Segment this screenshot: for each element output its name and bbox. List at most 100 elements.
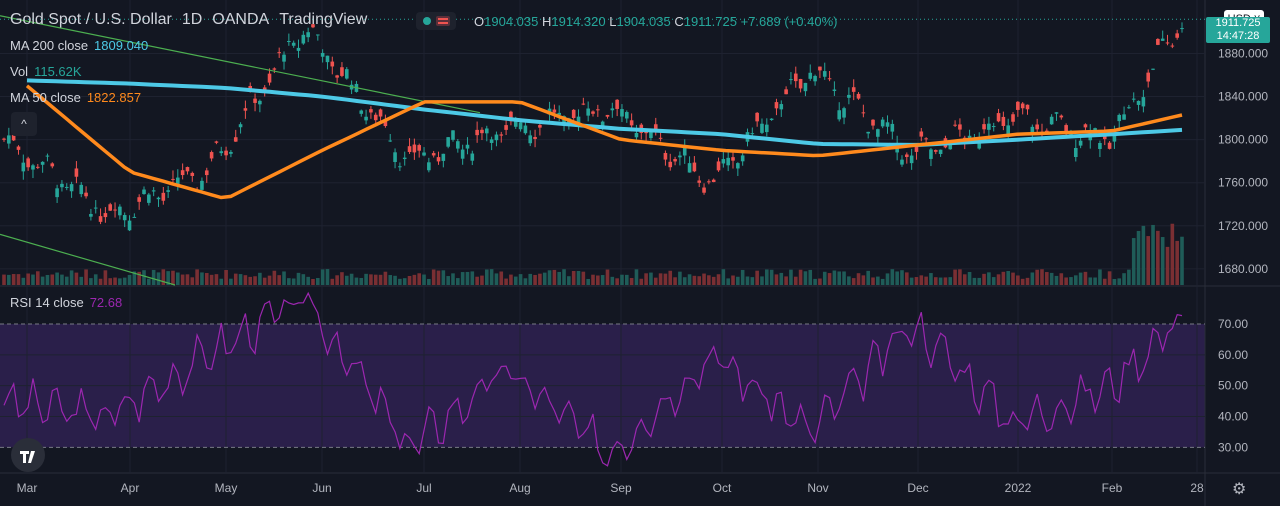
- volume-bar: [880, 278, 885, 285]
- time-tick-label: Nov: [807, 481, 828, 495]
- candle-body: [40, 161, 45, 165]
- candle-body: [711, 179, 716, 183]
- candle-body: [16, 146, 21, 150]
- volume-bar: [291, 278, 296, 285]
- volume-bar: [89, 278, 93, 285]
- symbol-name[interactable]: Gold Spot / U.S. Dollar: [10, 11, 172, 28]
- collapse-legend-button[interactable]: ^: [11, 112, 37, 136]
- tradingview-logo-icon[interactable]: [11, 438, 45, 472]
- rsi-tick-label: 50.00: [1218, 379, 1248, 393]
- candle-body: [209, 152, 214, 159]
- candle-body: [736, 163, 740, 169]
- candle-body: [977, 139, 982, 149]
- volume-bar: [987, 272, 991, 285]
- volume-bar: [417, 273, 421, 285]
- candle-body: [489, 139, 494, 143]
- candle-body: [591, 111, 595, 114]
- ma50-line: [25, 84, 1183, 200]
- volume-bar: [1170, 223, 1175, 285]
- volume-bar: [731, 275, 735, 285]
- volume-bar: [861, 275, 866, 285]
- candle-body: [1016, 101, 1020, 110]
- volume-bar: [687, 274, 692, 285]
- ma200-legend[interactable]: MA 200 close 1809.040: [10, 38, 149, 53]
- volume-bar: [1016, 275, 1020, 285]
- volume-bar: [813, 278, 817, 285]
- candle-body: [731, 157, 735, 161]
- candle-body: [93, 207, 98, 209]
- ma50-legend[interactable]: MA 50 close 1822.857: [10, 90, 142, 105]
- volume-bar: [431, 269, 436, 285]
- volume-bar: [142, 270, 146, 285]
- volume-bar: [624, 274, 629, 285]
- candle-body: [967, 135, 972, 140]
- candle-body: [243, 108, 248, 111]
- volume-bar: [1059, 273, 1064, 285]
- candle-body: [721, 159, 726, 164]
- volume-bar: [185, 274, 190, 285]
- volume-bar: [1127, 269, 1131, 285]
- volume-bar: [552, 269, 557, 285]
- time-tick-label: 2022: [1005, 481, 1032, 495]
- candle-body: [707, 181, 711, 183]
- rsi-legend[interactable]: RSI 14 close 72.68: [10, 295, 123, 310]
- candle-body: [948, 143, 953, 150]
- volume-bar: [373, 274, 378, 285]
- candle-body: [238, 124, 243, 128]
- volume-bar: [1035, 269, 1039, 285]
- candle-body: [953, 124, 957, 126]
- volume-bar: [35, 271, 40, 285]
- volume-bar: [151, 269, 156, 285]
- time-tick-label: Aug: [509, 481, 530, 495]
- candle-body: [1073, 147, 1078, 158]
- volume-bar: [79, 276, 84, 285]
- candle-body: [933, 150, 938, 152]
- candle-body: [880, 119, 885, 127]
- volume-bar: [69, 270, 74, 285]
- vol-legend[interactable]: Vol 115.62K: [10, 64, 82, 79]
- volume-bar: [127, 274, 132, 285]
- candle-body: [726, 157, 730, 166]
- settings-gear-icon[interactable]: ⚙: [1232, 481, 1247, 498]
- volume-bar: [1001, 271, 1006, 285]
- volume-bar: [1136, 230, 1141, 285]
- volume-bar: [166, 271, 170, 285]
- candle-body: [610, 108, 615, 111]
- candle-body: [900, 159, 904, 165]
- volume-bar: [649, 272, 653, 285]
- candle-body: [156, 197, 161, 200]
- volume-bar: [996, 274, 1001, 285]
- candle-body: [224, 150, 228, 156]
- candle-body: [456, 141, 460, 149]
- volume-bar: [480, 275, 484, 285]
- candle-body: [200, 180, 204, 190]
- interval[interactable]: 1D: [181, 11, 203, 28]
- volume-bar: [586, 278, 590, 285]
- volume-bar: [233, 273, 238, 285]
- volume-bar: [784, 276, 788, 285]
- volume-bar: [726, 278, 730, 285]
- candle-body: [287, 41, 291, 43]
- candle-body: [7, 135, 11, 144]
- volume-bar: [393, 275, 397, 285]
- candle-body: [436, 157, 441, 162]
- candle-body: [320, 52, 325, 57]
- volume-bar: [760, 276, 764, 285]
- volume-bar: [803, 271, 808, 285]
- candle-body: [113, 209, 117, 211]
- volume-bar: [1146, 236, 1151, 285]
- candle-body: [311, 24, 315, 28]
- candle-body: [383, 120, 388, 127]
- volume-bar: [1064, 277, 1068, 285]
- volume-bar: [736, 276, 740, 285]
- last-price-tag: 1911.725 14:47:28: [1206, 17, 1270, 43]
- candle-body: [774, 102, 779, 109]
- volume-bar: [388, 275, 393, 285]
- volume-bar: [301, 274, 306, 285]
- market-status-icon[interactable]: [416, 12, 456, 30]
- platform: TradingView: [279, 11, 368, 28]
- trendline-lower: [0, 233, 176, 286]
- candle-body: [219, 151, 224, 154]
- volume-bar: [1025, 277, 1030, 285]
- candle-body: [649, 131, 653, 139]
